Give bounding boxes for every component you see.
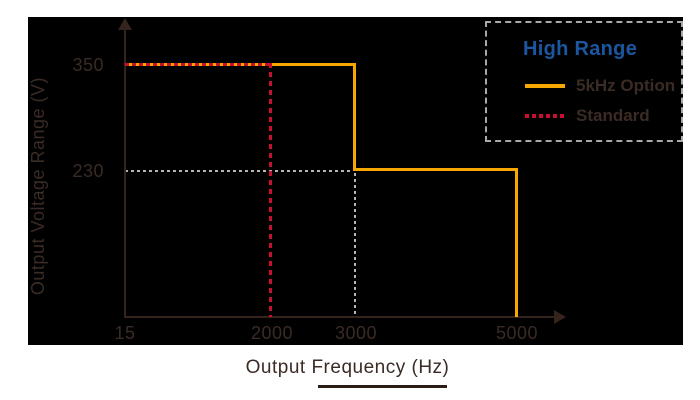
x-axis-title-underline [318, 385, 447, 388]
legend: High Range 5kHz Option Standard [485, 21, 683, 142]
x-axis-title: Output Frequency (Hz) [245, 357, 450, 378]
x-tick-2000: 2000 [250, 323, 294, 343]
series-standard-segment-350v [125, 63, 272, 66]
legend-label-5khz-option: 5kHz Option [576, 76, 676, 95]
y-axis-title: Output Voltage Range (V) [28, 76, 48, 296]
x-tick-5000: 5000 [495, 323, 539, 343]
x-axis-arrow-icon [554, 310, 566, 324]
y-axis-arrow-icon [118, 18, 132, 30]
series-5khz-step-at-3000hz [353, 63, 356, 171]
guide-line-230v [125, 170, 353, 172]
legend-swatch-5khz-option [525, 84, 565, 88]
x-tick-3000: 3000 [334, 323, 378, 343]
series-5khz-drop-at-5000hz [515, 168, 518, 317]
legend-title: High Range [523, 38, 638, 60]
legend-swatch-standard [525, 114, 565, 118]
guide-line-3000hz [354, 173, 356, 317]
y-tick-230: 230 [72, 161, 104, 181]
series-5khz-segment-230v [353, 168, 518, 171]
y-axis [124, 28, 126, 318]
y-tick-350: 350 [72, 55, 104, 75]
legend-label-standard: Standard [576, 106, 650, 125]
series-standard-drop-at-2000hz [269, 63, 272, 317]
x-axis [125, 316, 555, 318]
x-tick-15: 15 [114, 323, 136, 343]
